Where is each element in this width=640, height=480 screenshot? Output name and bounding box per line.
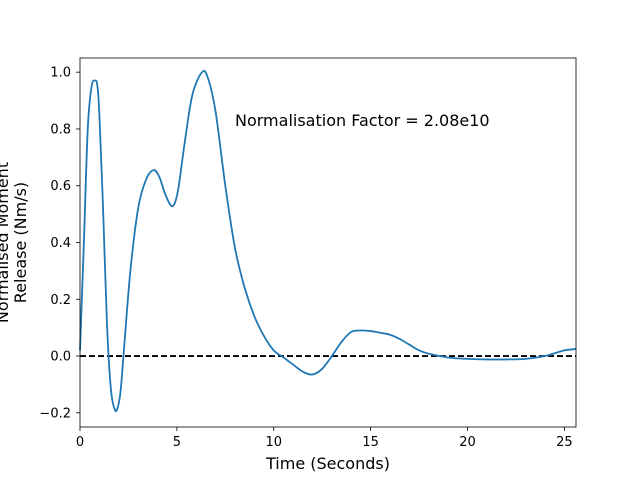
y-tick-label: 0.6 [50,179,71,194]
normalisation-annotation: Normalisation Factor = 2.08e10 [235,111,490,130]
y-tick-label: 1.0 [50,66,71,81]
x-tick-label: 25 [556,435,573,450]
y-tick-label: 0.8 [50,122,71,137]
y-axis-label-line-2: Release (Nm/s) [11,182,30,303]
y-tick-label: −0.2 [39,406,71,421]
series-line [79,70,577,413]
y-tick-label: 0.4 [50,236,71,251]
x-tick-label: 5 [173,435,181,450]
x-axis-label: Time (Seconds) [265,454,390,473]
x-tick-label: 0 [76,435,84,450]
x-axis-ticks: 0 5 10 15 20 25 [76,427,573,450]
x-tick-label: 10 [265,435,282,450]
x-tick-label: 15 [362,435,379,450]
y-tick-label: 0.0 [50,350,71,365]
y-axis-label: Normalised Moment Release (Nm/s) [0,162,30,323]
series-layer [79,70,577,413]
y-axis-ticks: −0.2 0.0 0.2 0.4 0.6 0.8 1.0 [39,66,80,421]
x-tick-label: 20 [459,435,476,450]
y-tick-label: 0.2 [50,293,71,308]
y-axis-label-line-1: Normalised Moment [0,162,12,323]
